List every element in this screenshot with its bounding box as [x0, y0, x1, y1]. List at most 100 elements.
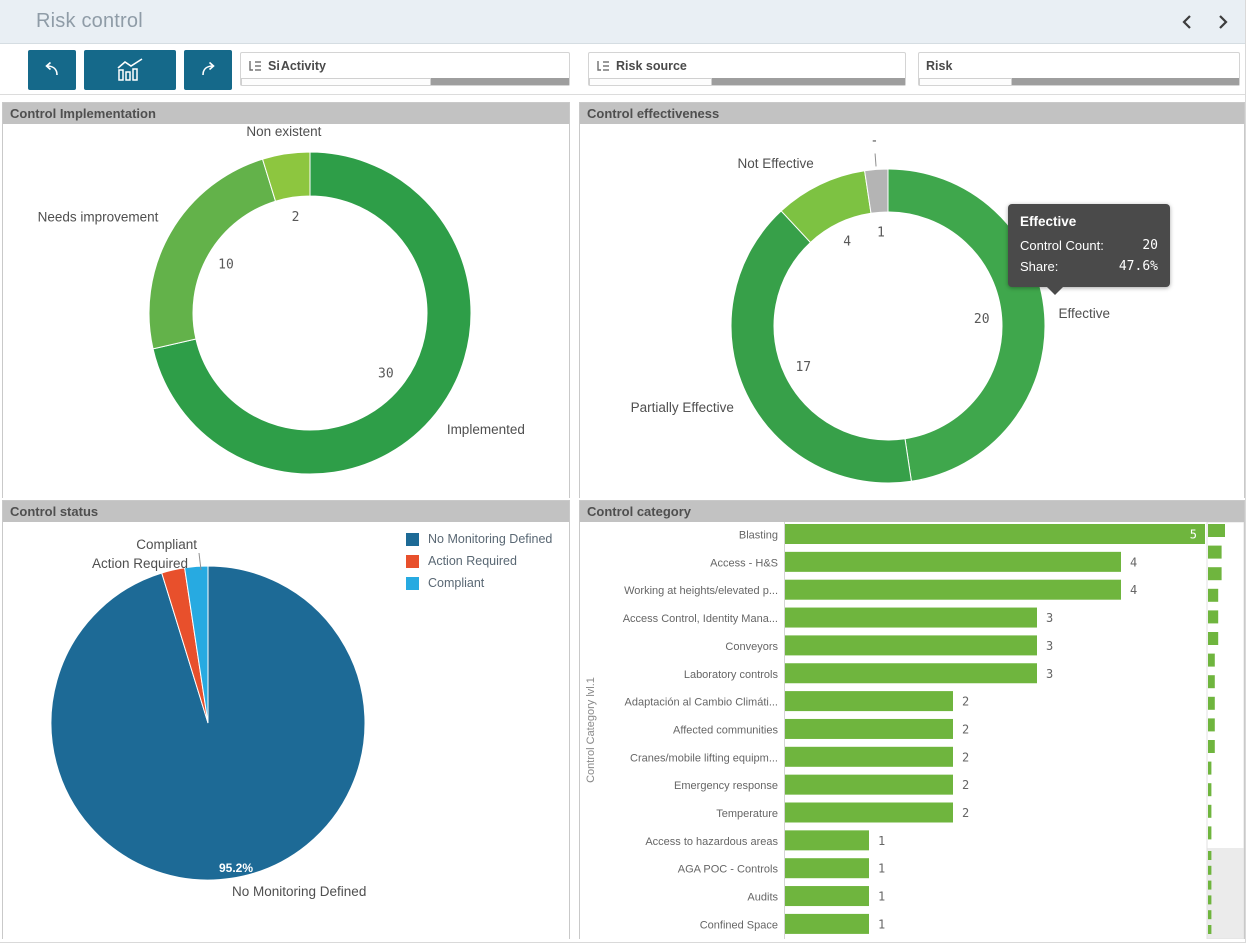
- bar-blasting[interactable]: [785, 524, 1205, 544]
- legend-item-no-monitoring-defined[interactable]: No Monitoring Defined: [406, 532, 552, 546]
- tooltip-arrow-icon: [1046, 286, 1064, 295]
- bar-category-label-working-at-heights-elevated-p[interactable]: Working at heights/elevated p...: [624, 585, 778, 597]
- slice-category-label: Not Effective: [738, 156, 814, 171]
- bar-access-to-hazardous-areas[interactable]: [785, 830, 869, 851]
- bar-category-label-conveyors[interactable]: Conveyors: [725, 641, 778, 653]
- panel-title: Control Implementation: [3, 103, 569, 124]
- bar-category-label-access-h-s[interactable]: Access - H&S: [710, 557, 778, 569]
- bar-audits[interactable]: [785, 886, 869, 907]
- bar-category-label-audits[interactable]: Audits: [747, 892, 778, 904]
- donut-slice-implemented[interactable]: [152, 151, 472, 475]
- filter-risk-source[interactable]: Risk source: [588, 52, 906, 86]
- bar-aga-poc-controls[interactable]: [785, 858, 869, 879]
- bar-value-label: 3: [1046, 639, 1053, 653]
- control-implementation-donut-chart: 30 Implemented 10 Needs improvement 2 Non exi…: [38, 124, 525, 475]
- slice-category-label: Action Required: [92, 556, 188, 571]
- bar-value-label: 2: [962, 750, 969, 764]
- slice-category-label: -: [872, 133, 877, 148]
- legend-item-compliant[interactable]: Compliant: [406, 576, 552, 590]
- filter-label: Risk: [926, 59, 953, 73]
- drill-dimension-icon: [248, 60, 262, 72]
- bar-confined-space[interactable]: [785, 913, 869, 934]
- bar-chart-icon: [117, 58, 143, 81]
- bar-category-label-laboratory-controls[interactable]: Laboratory controls: [684, 669, 779, 681]
- bar-laboratory-controls[interactable]: [785, 663, 1037, 684]
- panel-control-category: Control category Control Category lvl.1 B…: [579, 500, 1245, 942]
- slice-value-label: 1: [877, 225, 885, 240]
- filter-label: Activity: [280, 59, 326, 73]
- label-leader-line: [198, 552, 202, 571]
- filter-activity[interactable]: Si Activity: [240, 52, 570, 86]
- slice-category-label: Compliant: [136, 537, 197, 552]
- donut-slice-partially-effective[interactable]: [730, 210, 912, 484]
- bar-value-label: 3: [1046, 667, 1053, 681]
- legend-item-action-required[interactable]: Action Required: [406, 554, 552, 568]
- donut-slice-needs-improvement[interactable]: [148, 158, 277, 350]
- bar-category-label-affected-communities[interactable]: Affected communities: [673, 724, 778, 736]
- bar-value-label: 1: [878, 834, 885, 848]
- bar-value-label: 4: [1130, 555, 1137, 569]
- bar-category-label-aga-poc-controls[interactable]: AGA POC - Controls: [678, 864, 779, 876]
- filter-risk[interactable]: Risk: [918, 52, 1240, 86]
- bar-conveyors[interactable]: [785, 635, 1037, 656]
- panel-title: Control effectiveness: [580, 103, 1244, 124]
- minimap-offscreen-region: [1207, 848, 1244, 939]
- chart-button[interactable]: [84, 50, 176, 90]
- minimap-bar: [1208, 740, 1215, 753]
- tooltip: Effective Control Count: 20 Share: 47.6%: [1008, 204, 1170, 295]
- bar-category-label-adaptaci-n-al-cambio-clim-ti[interactable]: Adaptación al Cambio Climáti...: [625, 697, 778, 709]
- legend-label: Action Required: [428, 554, 517, 568]
- control-category-bar-chart: Control Category lvl.1 Blasting 5 Access - …: [585, 521, 1245, 940]
- filter-label: Risk source: [616, 59, 687, 73]
- donut-slice-non-existent[interactable]: [261, 151, 311, 202]
- panel-title: Control status: [3, 501, 569, 522]
- bar-category-label-access-to-hazardous-areas[interactable]: Access to hazardous areas: [645, 836, 778, 848]
- bar-category-label-emergency-response[interactable]: Emergency response: [674, 780, 778, 792]
- legend-swatch-icon: [406, 554, 419, 568]
- bar-value-label: 3: [1046, 611, 1053, 625]
- slice-value-label: 20: [974, 312, 990, 327]
- bar-access-control-identity-mana[interactable]: [785, 607, 1037, 628]
- bar-emergency-response[interactable]: [785, 774, 953, 795]
- minimap-bar: [1208, 895, 1212, 905]
- filter-prefix: Si: [268, 59, 280, 73]
- bar-value-label: 1: [878, 862, 885, 876]
- bar-adaptaci-n-al-cambio-clim-ti[interactable]: [785, 691, 953, 712]
- control-effectiveness-donut-chart: 20 Effective 17 Partially Effective 4 Not Eff…: [631, 133, 1111, 484]
- redo-button[interactable]: [184, 50, 232, 90]
- pie-slice-compliant[interactable]: [184, 565, 209, 724]
- slice-category-label: No Monitoring Defined: [232, 884, 366, 899]
- bar-working-at-heights-elevated-p[interactable]: [785, 579, 1121, 600]
- prev-sheet-button[interactable]: [1176, 9, 1198, 35]
- bar-value-label: 4: [1130, 583, 1137, 597]
- bar-category-label-confined-space[interactable]: Confined Space: [700, 919, 778, 931]
- bar-category-label-temperature[interactable]: Temperature: [716, 808, 778, 820]
- chevron-left-icon: [1182, 15, 1191, 29]
- slice-category-label: Needs improvement: [38, 210, 159, 225]
- slice-category-label: Implemented: [447, 422, 525, 437]
- minimap-bar: [1208, 804, 1212, 818]
- legend-swatch-icon: [406, 532, 419, 546]
- bar-access-h-s[interactable]: [785, 551, 1121, 572]
- toolbar: Si Activity Risk source: [0, 44, 1245, 95]
- bar-affected-communities[interactable]: [785, 718, 953, 739]
- bar-temperature[interactable]: [785, 802, 953, 823]
- bar-category-label-blasting[interactable]: Blasting: [739, 530, 778, 542]
- bar-value-label: 5: [1190, 528, 1197, 542]
- slice-category-label: Non existent: [246, 124, 321, 139]
- minimap-bar: [1208, 524, 1225, 537]
- bar-category-label-access-control-identity-mana[interactable]: Access Control, Identity Mana...: [623, 613, 778, 625]
- undo-button[interactable]: [28, 50, 76, 90]
- minimap-bar: [1208, 675, 1215, 689]
- bar-value-label: 2: [962, 695, 969, 709]
- next-sheet-button[interactable]: [1212, 9, 1234, 35]
- panel-title: Control category: [580, 501, 1244, 522]
- minimap-bar: [1208, 851, 1212, 860]
- bar-category-label-cranes-mobile-lifting-equipm[interactable]: Cranes/mobile lifting equipm...: [630, 752, 778, 764]
- bar-value-label: 2: [962, 778, 969, 792]
- slice-value-label: 4: [843, 234, 851, 249]
- minimap-bar: [1208, 910, 1212, 920]
- donut-slice-dash[interactable]: [864, 168, 889, 214]
- bar-cranes-mobile-lifting-equipm[interactable]: [785, 746, 953, 767]
- slice-category-label: Effective: [1059, 306, 1111, 321]
